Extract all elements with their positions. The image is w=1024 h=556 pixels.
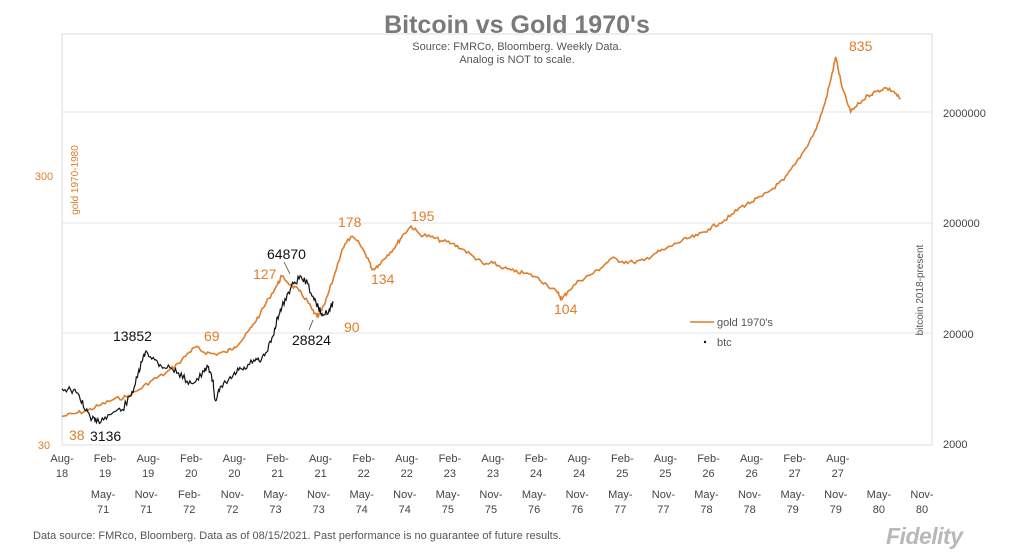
ann-btc-28824: 28824 bbox=[292, 332, 331, 348]
grid-lines bbox=[62, 111, 932, 334]
fidelity-logo: Fidelity bbox=[886, 523, 963, 549]
x-tick-gold: May-78 bbox=[694, 489, 719, 516]
ann-btc-3136: 3136 bbox=[90, 428, 121, 444]
y-tick-right-200000: 200000 bbox=[943, 218, 980, 230]
legend: gold 1970's btc bbox=[690, 317, 773, 349]
x-tick-btc: Aug-23 bbox=[481, 453, 505, 480]
x-tick-btc: Aug-25 bbox=[654, 453, 678, 480]
ann-btc-28824-pointer bbox=[308, 319, 314, 331]
x-tick-btc: Feb-20 bbox=[180, 453, 203, 480]
ann-btc-64870: 64870 bbox=[267, 246, 306, 262]
series-line-btc bbox=[61, 274, 334, 425]
x-tick-gold: Nov-76 bbox=[566, 489, 590, 516]
x-tick-gold: Nov-80 bbox=[910, 489, 934, 516]
x-tick-gold: Feb-72 bbox=[178, 489, 201, 516]
x-tick-gold: May-80 bbox=[867, 489, 892, 516]
x-tick-gold: May-75 bbox=[436, 489, 461, 516]
ann-gold-178: 178 bbox=[338, 214, 362, 230]
x-tick-btc: Feb-24 bbox=[525, 453, 548, 480]
y-axis-label-left: gold 1970-1980 bbox=[70, 145, 81, 215]
annotations: 38 69 127 90 178 134 195 104 835 3136 13… bbox=[69, 38, 873, 444]
x-tick-gold: Nov-71 bbox=[135, 489, 159, 516]
x-tick-btc: Aug-18 bbox=[50, 453, 74, 480]
x-tick-gold: Nov-73 bbox=[307, 489, 331, 516]
x-tick-btc: Aug-27 bbox=[826, 453, 850, 480]
x-tick-gold: May-73 bbox=[263, 489, 288, 516]
x-tick-btc: Feb-26 bbox=[697, 453, 720, 480]
series-line-gold bbox=[61, 56, 901, 418]
x-tick-btc: Aug-19 bbox=[137, 453, 161, 480]
x-tick-btc: Feb-22 bbox=[352, 453, 375, 480]
ann-btc-13852: 13852 bbox=[113, 328, 152, 344]
x-tick-btc: Aug-24 bbox=[568, 453, 592, 480]
plot-frame bbox=[61, 33, 933, 446]
x-tick-btc: Aug-20 bbox=[223, 453, 247, 480]
x-tick-gold: May-71 bbox=[91, 489, 116, 516]
x-tick-btc: Feb-19 bbox=[94, 453, 117, 480]
x-tick-gold: Nov-77 bbox=[652, 489, 676, 516]
x-axis-ticks: Aug-18 Feb-19 Aug-19 Feb-20 Aug-20 Feb-21 Aug-… bbox=[50, 453, 934, 516]
legend-label-gold: gold 1970's bbox=[717, 317, 773, 329]
x-tick-gold: May-79 bbox=[780, 489, 805, 516]
legend-swatch-btc bbox=[703, 340, 707, 344]
x-tick-gold: Nov-74 bbox=[393, 489, 417, 516]
x-tick-gold: May-74 bbox=[349, 489, 374, 516]
chart-title: Bitcoin vs Gold 1970's bbox=[384, 11, 650, 39]
chart-subtitle-1: Source: FMRCo, Bloomberg. Weekly Data. bbox=[412, 41, 621, 53]
ann-gold-38: 38 bbox=[69, 427, 85, 443]
chart-subtitle-2: Analog is NOT to scale. bbox=[459, 54, 574, 66]
x-tick-btc: Aug-22 bbox=[395, 453, 419, 480]
x-tick-gold: Nov-75 bbox=[479, 489, 503, 516]
ann-gold-104: 104 bbox=[554, 301, 578, 317]
legend-label-btc: btc bbox=[717, 337, 732, 349]
ann-gold-835: 835 bbox=[849, 38, 873, 54]
x-tick-gold: Nov-78 bbox=[738, 489, 762, 516]
x-tick-gold: May-77 bbox=[608, 489, 633, 516]
x-tick-gold: Nov-79 bbox=[824, 489, 848, 516]
ann-btc-64870-pointer bbox=[283, 261, 291, 275]
x-tick-gold: Nov-72 bbox=[221, 489, 245, 516]
x-tick-btc: Feb-25 bbox=[611, 453, 634, 480]
x-tick-gold: May-76 bbox=[522, 489, 547, 516]
y-axis-label-right: bitcoin 2018-present bbox=[915, 244, 926, 335]
ann-gold-195: 195 bbox=[411, 208, 435, 224]
y-tick-left-300: 300 bbox=[35, 171, 53, 183]
x-tick-btc: Aug-26 bbox=[740, 453, 764, 480]
ann-gold-69: 69 bbox=[204, 328, 220, 344]
x-tick-btc: Aug-21 bbox=[309, 453, 333, 480]
y-tick-right-2000000: 2000000 bbox=[943, 108, 986, 120]
footer-disclaimer: Data source: FMRco, Bloomberg. Data as o… bbox=[33, 530, 562, 542]
x-tick-btc: Feb-23 bbox=[439, 453, 462, 480]
x-tick-btc: Feb-27 bbox=[783, 453, 806, 480]
y-tick-right-20000: 20000 bbox=[943, 329, 974, 341]
y-tick-left-30: 30 bbox=[38, 440, 50, 452]
ann-gold-90: 90 bbox=[344, 319, 360, 335]
x-tick-btc: Feb-21 bbox=[266, 453, 289, 480]
ann-gold-134: 134 bbox=[371, 271, 395, 287]
y-tick-right-2000: 2000 bbox=[943, 439, 967, 451]
ann-gold-127: 127 bbox=[253, 266, 277, 282]
